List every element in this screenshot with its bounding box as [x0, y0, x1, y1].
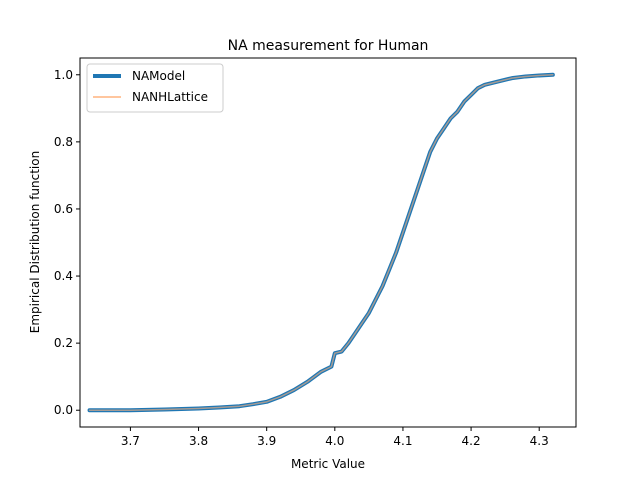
axes-frame [79, 57, 577, 428]
x-tick-label: 3.9 [257, 434, 276, 448]
y-tick-label: 0.8 [54, 135, 73, 149]
x-tick-label: 3.8 [189, 434, 208, 448]
y-axis-ticks: 0.0 0.2 0.4 0.6 0.8 1.0 [54, 68, 80, 417]
series-layer [87, 72, 555, 413]
x-axis-label: Metric Value [291, 457, 365, 471]
y-tick-label: 0.6 [54, 202, 73, 216]
legend-label-nanhlattice: NANHLattice [132, 90, 208, 104]
series-line-nanhlattice [88, 74, 554, 411]
y-axis-label: Empirical Distribution function [28, 151, 42, 333]
chart-title: NA measurement for Human [228, 38, 429, 54]
legend: NAModel NANHLattice [86, 63, 224, 113]
x-tick-label: 4.1 [393, 434, 412, 448]
x-tick-label: 4.0 [325, 434, 344, 448]
x-axis-ticks: 3.7 3.8 3.9 4.0 4.1 4.2 4.3 [121, 427, 549, 448]
x-tick-label: 4.3 [530, 434, 549, 448]
x-tick-label: 4.2 [462, 434, 481, 448]
y-tick-label: 1.0 [54, 68, 73, 82]
plot-area: 3.7 3.8 3.9 4.0 4.1 4.2 4.3 0.0 0.2 0.4 0.6 0.8 1.0 [54, 57, 577, 448]
y-tick-label: 0.0 [54, 403, 73, 417]
y-tick-label: 0.2 [54, 336, 73, 350]
legend-label-namodel: NAModel [132, 69, 185, 83]
y-tick-label: 0.4 [54, 269, 73, 283]
x-tick-label: 3.7 [121, 434, 140, 448]
